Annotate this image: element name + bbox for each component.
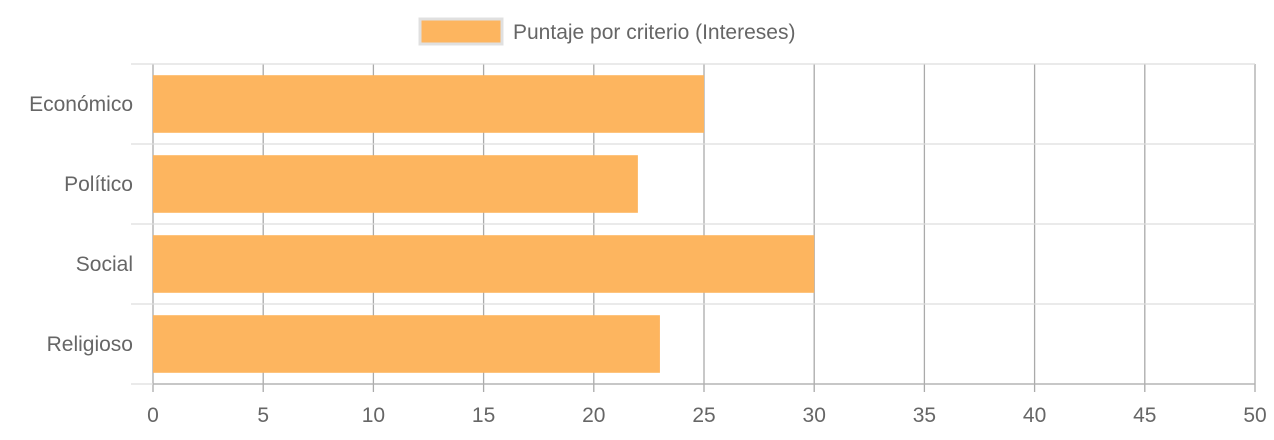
x-tick-label: 20 [582,404,605,427]
legend-label[interactable]: Puntaje por criterio (Intereses) [513,21,795,44]
x-axis-labels: 0 5 10 15 20 25 30 35 40 45 50 [147,404,1267,427]
x-tick-label: 15 [472,404,495,427]
x-tick-label: 25 [692,404,715,427]
y-tick-label: Político [64,173,133,196]
y-tick-label: Social [76,253,133,276]
bar-religioso [153,315,660,373]
x-tick-label: 40 [1023,404,1046,427]
y-axis-labels: Económico Político Social Religioso [29,93,133,356]
legend-swatch[interactable] [418,17,504,46]
y-tick-label: Religioso [47,333,133,356]
x-tick-label: 35 [913,404,936,427]
x-tick-label: 10 [362,404,385,427]
x-tick-label: 50 [1243,404,1266,427]
bar-político [153,155,638,213]
x-tick-label: 30 [803,404,826,427]
x-tick-label: 45 [1133,404,1156,427]
legend[interactable]: Puntaje por criterio (Intereses) [418,17,795,46]
bars [153,75,815,373]
y-tick-label: Económico [29,93,133,116]
x-tick-label: 0 [147,404,159,427]
x-tick-label: 5 [257,404,269,427]
bar-social [153,235,815,293]
bar-económico [153,75,704,133]
